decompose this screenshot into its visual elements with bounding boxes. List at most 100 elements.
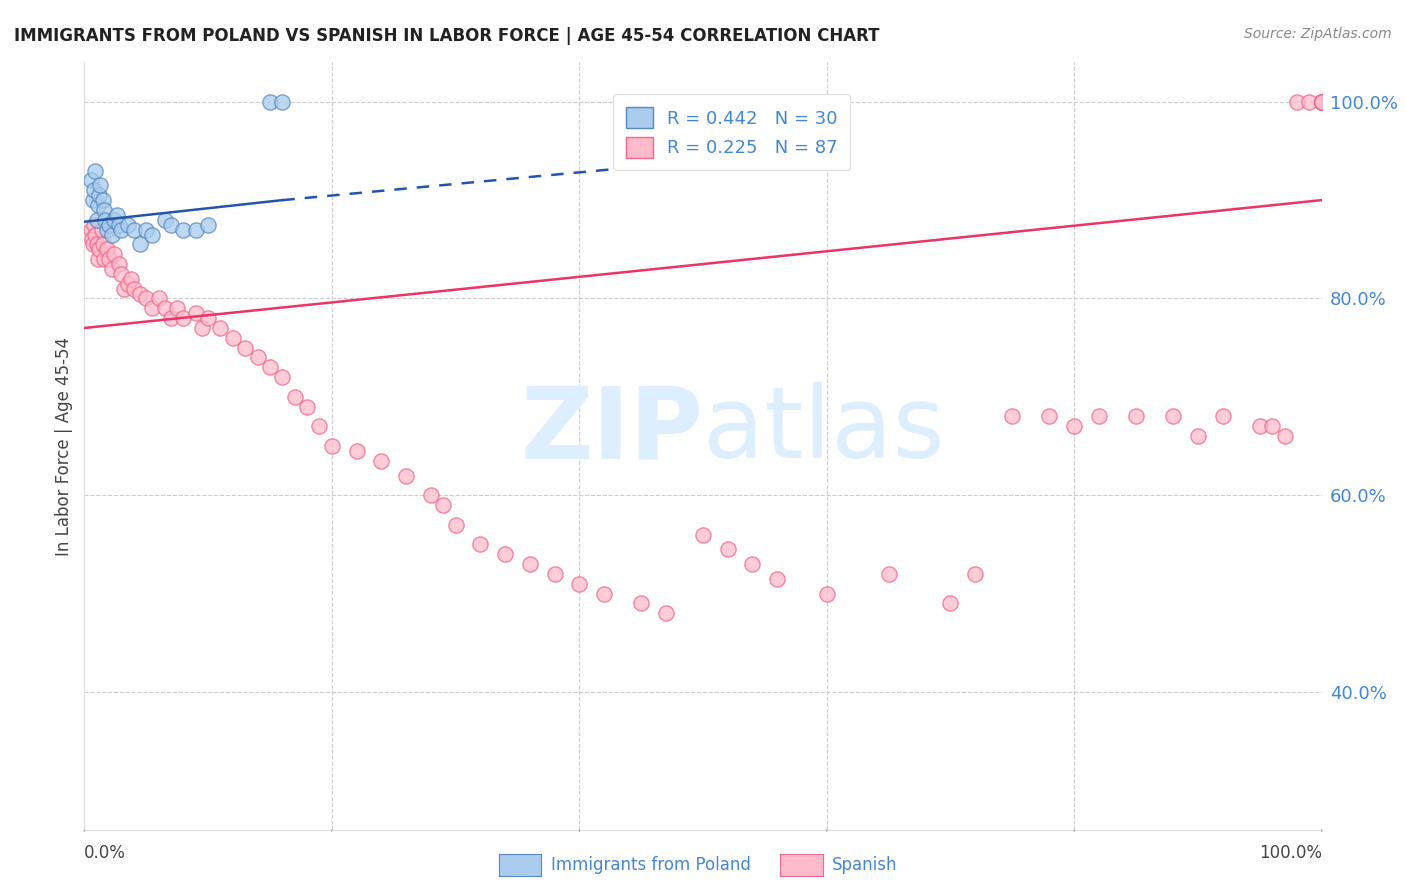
Point [1125, 409, 1147, 424]
Point [96, 242, 118, 256]
Point [1310, 95, 1333, 109]
Point [470, 537, 492, 551]
Legend: R = 0.442   N = 30, R = 0.225   N = 87: R = 0.442 N = 30, R = 0.225 N = 87 [613, 95, 851, 170]
Point [370, 454, 392, 468]
Point [105, 208, 128, 222]
Point [630, 596, 652, 610]
Point [98, 218, 121, 232]
Point [965, 566, 987, 581]
Point [89, 178, 111, 193]
Text: Immigrants from Poland: Immigrants from Poland [551, 856, 751, 874]
Point [1310, 95, 1333, 109]
Point [543, 566, 565, 581]
Point [82, 237, 104, 252]
Point [86, 237, 108, 252]
Point [1001, 409, 1024, 424]
Point [135, 292, 157, 306]
Point [117, 277, 139, 291]
Point [197, 218, 219, 232]
Point [568, 576, 591, 591]
Point [110, 222, 132, 236]
Text: 0.0%: 0.0% [84, 845, 127, 863]
Point [103, 212, 125, 227]
Point [135, 222, 157, 236]
Point [1310, 95, 1333, 109]
Point [110, 267, 132, 281]
Point [444, 517, 467, 532]
Point [191, 321, 214, 335]
Point [295, 400, 318, 414]
Point [83, 183, 105, 197]
Point [877, 566, 900, 581]
Text: atlas: atlas [703, 382, 945, 479]
Point [83, 218, 105, 232]
Point [259, 360, 281, 375]
Text: 100.0%: 100.0% [1258, 845, 1322, 863]
Point [108, 257, 131, 271]
Point [222, 331, 245, 345]
Text: ZIP: ZIP [520, 382, 703, 479]
Point [246, 351, 269, 365]
Point [103, 247, 125, 261]
Point [939, 596, 962, 610]
Point [494, 547, 516, 561]
Point [1310, 95, 1333, 109]
Point [184, 306, 207, 320]
Point [87, 198, 110, 212]
Point [419, 488, 441, 502]
Point [1310, 95, 1333, 109]
Point [1063, 419, 1085, 434]
Point [122, 222, 145, 236]
Point [91, 237, 114, 252]
Point [129, 286, 152, 301]
Point [1161, 409, 1184, 424]
Point [1038, 409, 1060, 424]
Point [93, 252, 115, 267]
Point [432, 498, 454, 512]
Point [308, 419, 330, 434]
Point [271, 370, 294, 384]
Point [655, 606, 678, 620]
Point [815, 586, 838, 600]
Point [346, 444, 368, 458]
Point [209, 321, 232, 335]
Point [153, 301, 176, 316]
Point [1298, 95, 1320, 109]
Point [91, 193, 114, 207]
Point [148, 292, 170, 306]
Point [519, 557, 541, 571]
Point [717, 542, 740, 557]
Point [1310, 95, 1333, 109]
Point [1310, 95, 1333, 109]
Point [692, 527, 714, 541]
Point [1274, 429, 1296, 443]
Point [166, 301, 188, 316]
Point [1285, 95, 1308, 109]
Point [141, 301, 163, 316]
Point [1187, 429, 1209, 443]
Point [98, 252, 121, 267]
Point [84, 227, 107, 242]
Point [79, 222, 101, 236]
Point [271, 95, 294, 109]
Y-axis label: In Labor Force | Age 45-54: In Labor Force | Age 45-54 [55, 336, 73, 556]
Point [90, 222, 112, 236]
Point [741, 557, 763, 571]
Point [1310, 95, 1333, 109]
Point [100, 262, 122, 277]
Point [89, 242, 111, 256]
Point [108, 218, 131, 232]
Point [79, 173, 101, 187]
Text: Source: ZipAtlas.com: Source: ZipAtlas.com [1244, 27, 1392, 41]
Point [172, 311, 194, 326]
Point [1088, 409, 1111, 424]
Point [94, 212, 117, 227]
Point [120, 272, 142, 286]
Point [321, 439, 343, 453]
Point [89, 188, 111, 202]
Point [153, 212, 176, 227]
Point [122, 282, 145, 296]
Point [259, 95, 281, 109]
Point [1310, 95, 1333, 109]
Point [141, 227, 163, 242]
